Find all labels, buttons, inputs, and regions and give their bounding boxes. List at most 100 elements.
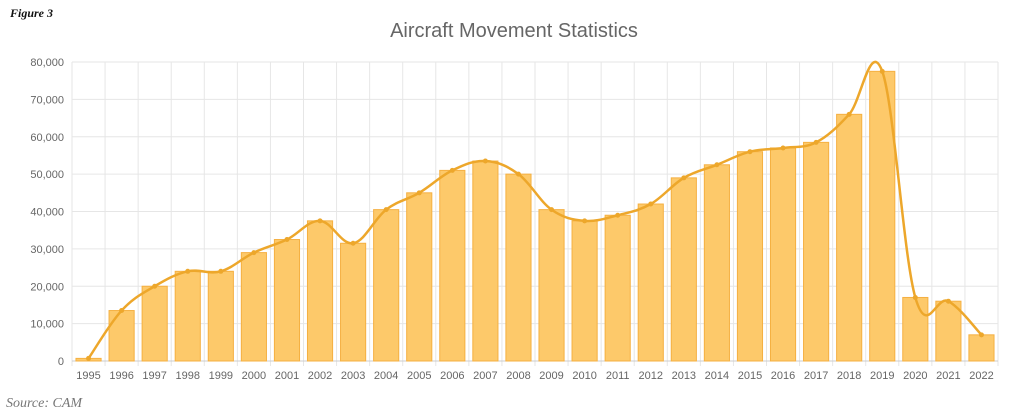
trend-point-2003 <box>350 240 356 246</box>
x-tick-label: 2017 <box>804 370 828 382</box>
x-tick-label: 2009 <box>539 370 563 382</box>
x-tick-label: 2018 <box>837 370 861 382</box>
x-tick-label: 2011 <box>606 370 630 382</box>
x-tick-label: 2012 <box>639 370 663 382</box>
x-tick-label: 2005 <box>407 370 431 382</box>
bar-2020 <box>902 296 929 362</box>
bar-2014 <box>703 164 730 362</box>
x-tick-label: 2010 <box>572 370 596 382</box>
bar-2022 <box>968 334 995 362</box>
x-tick-label: 2014 <box>705 370 729 382</box>
chart-title: Aircraft Movement Statistics <box>390 20 638 42</box>
bar-2005 <box>406 192 433 362</box>
trend-point-2012 <box>648 201 654 207</box>
trend-point-2007 <box>482 158 488 164</box>
bar-2006 <box>439 169 466 362</box>
trend-point-2011 <box>615 212 621 218</box>
trend-point-2006 <box>449 167 455 173</box>
bar-2010 <box>571 220 598 362</box>
x-tick-label: 1998 <box>176 370 200 382</box>
x-tick-label: 2021 <box>936 370 960 382</box>
trend-point-2015 <box>747 149 753 155</box>
trend-point-1999 <box>218 268 224 274</box>
source-note: Source: CAM <box>6 396 83 411</box>
trend-point-2002 <box>317 218 323 224</box>
bar-2002 <box>306 220 334 362</box>
trend-point-2014 <box>714 162 720 168</box>
bar-1996 <box>108 310 135 362</box>
bar-1998 <box>174 270 201 362</box>
bar-2008 <box>505 173 532 362</box>
x-tick-label: 2015 <box>738 370 762 382</box>
x-tick-label: 2020 <box>903 370 927 382</box>
bar-2015 <box>736 151 764 362</box>
trend-point-1997 <box>152 283 158 289</box>
trend-point-2000 <box>251 250 257 256</box>
trend-point-2018 <box>846 111 852 117</box>
x-tick-label: 2016 <box>771 370 795 382</box>
trend-point-2013 <box>681 175 687 181</box>
bar-2004 <box>373 209 400 362</box>
trend-point-2010 <box>582 218 588 224</box>
x-tick-label: 2007 <box>473 370 497 382</box>
bar-2001 <box>273 239 301 362</box>
x-tick-label: 1995 <box>76 370 100 382</box>
trend-point-1998 <box>185 268 191 274</box>
x-tick-label: 2004 <box>374 370 398 382</box>
trend-point-2001 <box>284 237 290 243</box>
bar-2018 <box>836 113 863 362</box>
bar-2012 <box>637 203 664 362</box>
y-tick-label: 0 <box>58 356 64 368</box>
trend-point-2017 <box>813 139 819 145</box>
bar-2011 <box>604 214 631 362</box>
bar-2017 <box>803 141 830 362</box>
y-tick-label: 20,000 <box>30 281 64 293</box>
bar-2000 <box>240 252 267 362</box>
y-tick-label: 10,000 <box>30 319 64 331</box>
trend-point-2009 <box>549 207 555 213</box>
bar-1999 <box>207 270 234 362</box>
bar-2021 <box>935 300 962 362</box>
x-tick-label: 2013 <box>672 370 696 382</box>
y-tick-label: 60,000 <box>30 132 64 144</box>
trend-point-1996 <box>119 308 125 314</box>
x-tick-label: 1996 <box>109 370 133 382</box>
x-tick-label: 1997 <box>142 370 166 382</box>
trend-point-2020 <box>912 294 918 300</box>
x-tick-label: 2008 <box>506 370 530 382</box>
x-tick-label: 2003 <box>341 370 365 382</box>
bar-2007 <box>472 160 499 362</box>
trend-point-2008 <box>515 171 521 177</box>
x-tick-label: 2000 <box>242 370 266 382</box>
x-tick-label: 1999 <box>209 370 233 382</box>
trend-line-series <box>86 60 984 361</box>
x-tick-label: 2019 <box>870 370 894 382</box>
trend-point-2005 <box>416 190 422 196</box>
trend-point-1995 <box>86 355 92 361</box>
trend-point-2019 <box>879 68 885 74</box>
y-tick-label: 70,000 <box>30 94 64 106</box>
bar-2013 <box>670 177 697 362</box>
x-tick-label: 2001 <box>275 370 299 382</box>
y-tick-label: 80,000 <box>30 57 64 69</box>
trend-line <box>87 60 983 360</box>
x-tick-label: 2022 <box>969 370 993 382</box>
y-tick-label: 30,000 <box>30 244 64 256</box>
bar-series <box>75 70 995 362</box>
y-tick-label: 50,000 <box>30 169 64 181</box>
x-tick-label: 2006 <box>440 370 464 382</box>
bar-2016 <box>769 147 797 362</box>
trend-point-2021 <box>945 298 951 304</box>
trend-point-2016 <box>780 145 786 151</box>
x-axis-ticks: 1995 1996 1997 1998 1999 2000 2001 2002 2003 2004… <box>76 370 993 382</box>
bar-2009 <box>538 209 565 362</box>
trend-point-2022 <box>978 332 984 338</box>
trend-point-2004 <box>383 207 389 213</box>
y-axis-ticks: 0 10,000 20,000 30,000 40,000 50,000 60,000 70,… <box>30 57 64 368</box>
x-tick-label: 2002 <box>308 370 332 382</box>
bar-2003 <box>340 242 367 362</box>
y-tick-label: 40,000 <box>30 207 64 219</box>
bar-1997 <box>141 285 168 362</box>
figure-label: Figure 3 <box>10 6 54 20</box>
